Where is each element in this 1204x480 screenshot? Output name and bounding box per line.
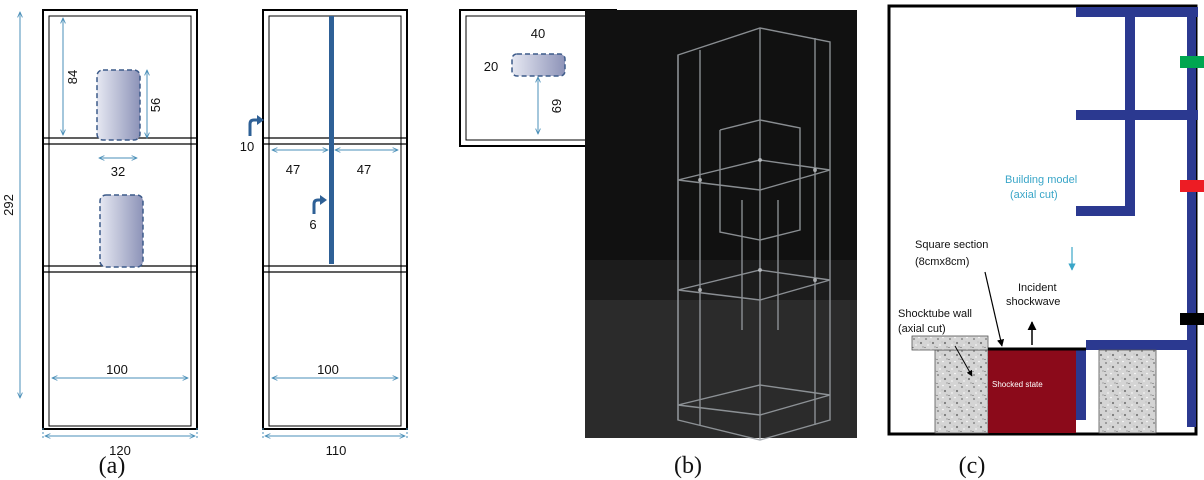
panel-label-c: (c) <box>959 453 986 479</box>
front-view-drawing <box>20 9 198 440</box>
front-height-label: 292 <box>1 194 16 216</box>
square-section-label-line2: (8cmx8cm) <box>915 256 969 268</box>
top-view-drawing <box>459 9 617 147</box>
front-upper-height-label: 84 <box>65 70 80 84</box>
central-wall <box>329 16 334 264</box>
shocked-state-region <box>988 350 1076 433</box>
shocktube-wall-label-line1: Shocktube wall <box>898 308 972 320</box>
side-half-right-label: 47 <box>357 162 371 177</box>
side-view-drawing <box>248 9 408 440</box>
shocktube-wall-right <box>1098 349 1157 434</box>
side-marker-lower-label: 6 <box>309 217 316 232</box>
sensor-red <box>1180 180 1204 192</box>
top-offset-label: 69 <box>549 99 564 113</box>
shocktube-wall-left <box>934 349 989 434</box>
side-inner-width-label: 100 <box>317 362 339 377</box>
panel-label-a: (a) <box>99 453 126 479</box>
side-half-left-label: 47 <box>286 162 300 177</box>
building-model-label-line1: Building model <box>1005 174 1077 186</box>
front-outer-width-label: 120 <box>109 443 131 458</box>
front-window-height-label: 56 <box>148 98 163 112</box>
square-section-label-line1: Square section <box>915 239 988 251</box>
side-marker-upper-label: 10 <box>240 139 254 154</box>
building-model-photo <box>585 10 857 441</box>
curved-arrow-upper <box>248 118 258 136</box>
sensor-black <box>1180 313 1204 325</box>
window-lower <box>99 194 144 268</box>
side-outer-width-label: 110 <box>326 443 347 458</box>
panel-label-b: (b) <box>674 453 702 479</box>
top-view-window <box>511 53 566 77</box>
front-inner-width-label: 100 <box>106 362 128 377</box>
shocktube-schematic <box>887 4 1204 436</box>
incident-shockwave-label-line2: shockwave <box>1006 296 1060 308</box>
incident-shockwave-label-line1: Incident <box>1018 282 1057 294</box>
sensor-green <box>1180 56 1204 68</box>
front-window-width-label: 32 <box>111 164 125 179</box>
window-upper <box>96 69 141 141</box>
top-width-label: 40 <box>531 26 545 41</box>
curved-arrow-lower <box>312 198 321 214</box>
building-model-label-line2: (axial cut) <box>1010 189 1058 201</box>
shocked-state-label: Shocked state <box>992 380 1043 389</box>
top-depth-label: 20 <box>484 59 498 74</box>
shocktube-wall-label-line2: (axial cut) <box>898 323 946 335</box>
